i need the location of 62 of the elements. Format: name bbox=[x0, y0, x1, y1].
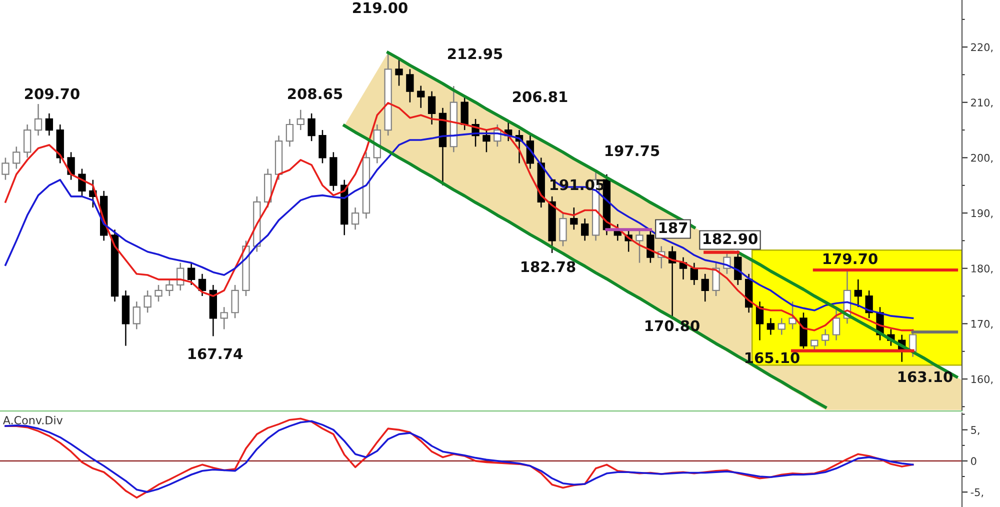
candlestick bbox=[78, 168, 86, 198]
candlestick bbox=[822, 328, 830, 346]
candlestick bbox=[778, 318, 786, 336]
candlestick bbox=[766, 318, 775, 336]
candlestick bbox=[570, 206, 578, 230]
candlestick bbox=[559, 212, 567, 247]
annotation: 179.70 bbox=[824, 253, 878, 264]
candlestick bbox=[865, 290, 873, 319]
candlestick bbox=[132, 300, 140, 330]
annotation: 208.65 bbox=[288, 88, 342, 100]
candlestick bbox=[406, 68, 414, 103]
candlestick bbox=[428, 90, 436, 126]
candlestick bbox=[788, 300, 796, 330]
candlestick bbox=[712, 262, 720, 297]
y-tick-label: 5, bbox=[971, 426, 980, 435]
candlestick bbox=[67, 152, 75, 180]
candlestick bbox=[198, 273, 206, 297]
candlestick bbox=[417, 85, 425, 109]
candlestick bbox=[154, 284, 162, 302]
candlestick bbox=[646, 228, 654, 264]
y-tick-label: 200, bbox=[971, 154, 993, 163]
annotation: 219.00 bbox=[353, 2, 408, 14]
annotation: 187 bbox=[659, 222, 688, 234]
candlestick bbox=[854, 278, 862, 308]
annotation: 206.81 bbox=[513, 91, 568, 102]
candlestick bbox=[482, 129, 490, 153]
y-tick-label: 220, bbox=[971, 43, 993, 52]
candlestick bbox=[810, 340, 818, 352]
y-tick-label: 190, bbox=[971, 209, 993, 218]
candlestick bbox=[231, 284, 239, 319]
annotation: 167.74 bbox=[188, 348, 242, 360]
annotation: 182.78 bbox=[522, 261, 576, 272]
annotation: 163.10 bbox=[898, 371, 952, 382]
candlestick bbox=[23, 124, 32, 158]
y-tick-label: -5, bbox=[970, 488, 984, 498]
candlestick bbox=[34, 103, 42, 136]
chart-title: A.Conv.Div bbox=[2, 416, 63, 424]
candlestick bbox=[351, 206, 360, 230]
candlestick bbox=[187, 262, 196, 286]
annotation: 209.70 bbox=[25, 88, 80, 100]
candlestick bbox=[45, 112, 54, 136]
candlestick bbox=[308, 112, 316, 142]
candlestick bbox=[636, 228, 644, 264]
candlestick bbox=[166, 278, 174, 297]
candlestick bbox=[2, 157, 10, 180]
y-tick-label: 180, bbox=[971, 264, 993, 274]
candlestick bbox=[296, 109, 304, 131]
y-tick-label: 0 bbox=[971, 457, 976, 466]
annotation: 197.75 bbox=[606, 145, 660, 156]
candlestick bbox=[286, 118, 294, 148]
candlestick bbox=[701, 273, 709, 302]
annotation: 212.95 bbox=[448, 48, 502, 60]
candlestick bbox=[460, 96, 468, 131]
candlestick bbox=[318, 129, 326, 164]
candlestick bbox=[12, 146, 20, 170]
y-tick-label: 210, bbox=[971, 98, 993, 108]
candlestick bbox=[581, 218, 589, 242]
y-tick-label: 170, bbox=[971, 320, 993, 329]
candlestick bbox=[144, 290, 152, 314]
y-tick-label: 160, bbox=[971, 375, 993, 384]
annotation: 182.90 bbox=[704, 233, 758, 244]
candlestick bbox=[220, 306, 228, 330]
